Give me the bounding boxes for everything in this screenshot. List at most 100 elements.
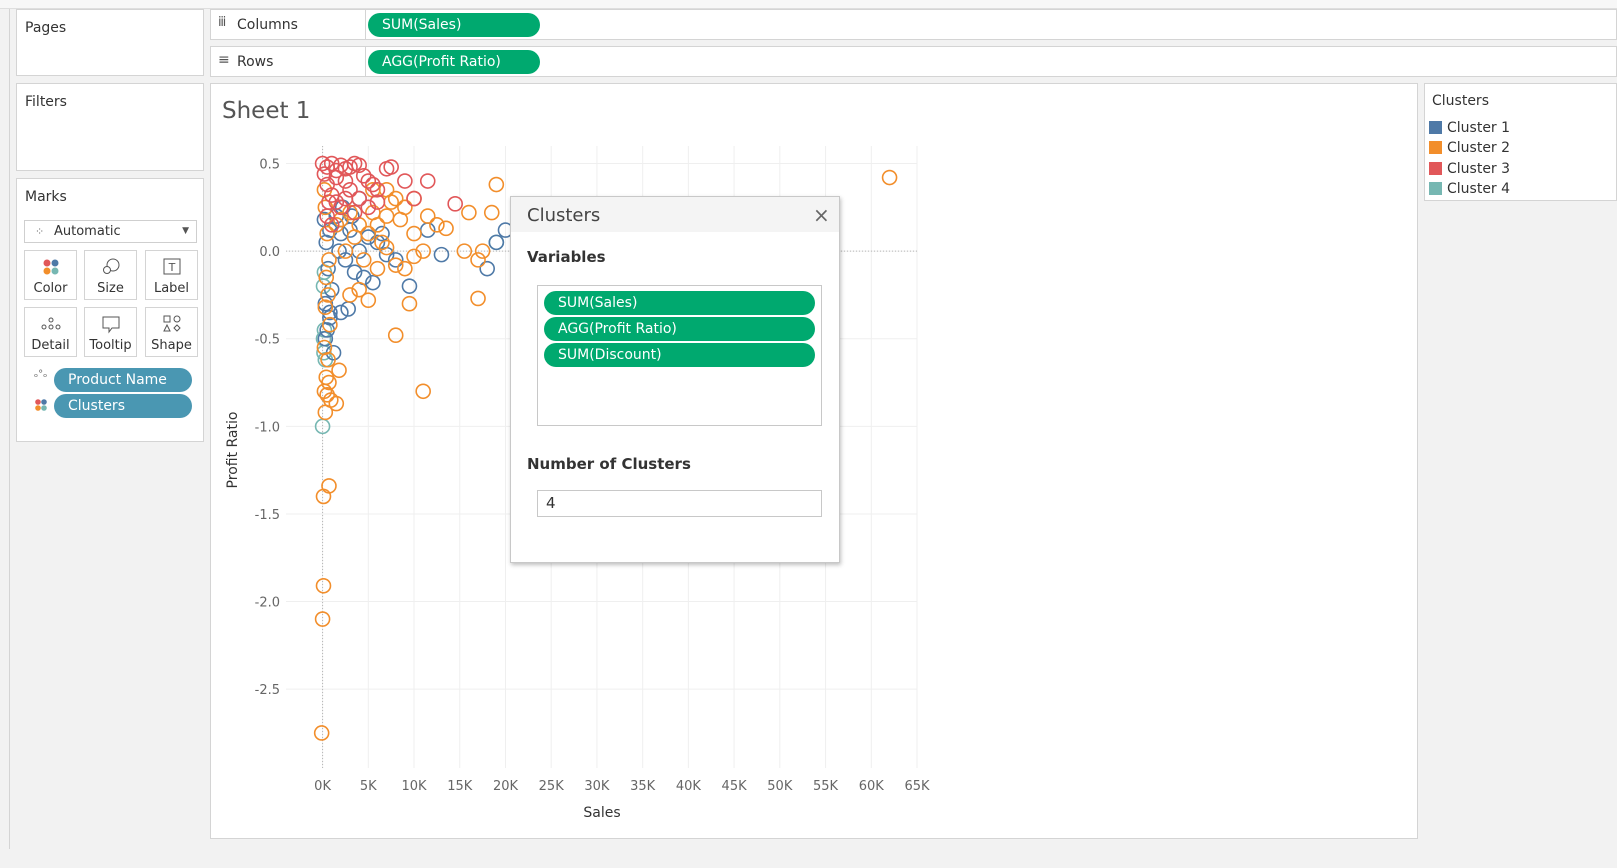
filters-label: Filters	[25, 94, 67, 110]
svg-text:T: T	[167, 261, 175, 274]
data-point	[328, 217, 345, 233]
data-point	[369, 182, 386, 198]
variables-list[interactable]: SUM(Sales) AGG(Profit Ratio) SUM(Discoun…	[537, 285, 822, 426]
color-icon	[25, 255, 76, 279]
data-point	[316, 166, 333, 182]
filters-shelf[interactable]: Filters	[16, 83, 204, 171]
marks-card: Marks ⁘ Automatic ▼ Color Size T Label D…	[16, 178, 204, 442]
data-point	[333, 304, 349, 321]
legend-item[interactable]: Cluster 3	[1429, 159, 1510, 179]
data-point	[387, 327, 404, 344]
data-point	[387, 252, 404, 268]
data-point	[397, 199, 413, 216]
data-point	[483, 204, 500, 221]
y-tick-label: -2.0	[255, 596, 280, 611]
data-point	[479, 260, 495, 277]
data-point	[360, 225, 377, 242]
data-point	[321, 374, 337, 391]
legend-title: Clusters	[1432, 93, 1489, 109]
sheet-title: Sheet 1	[222, 98, 311, 124]
number-of-clusters-label: Number of Clusters	[527, 455, 691, 473]
color-label: Color	[33, 281, 68, 296]
data-point	[355, 252, 372, 268]
data-point	[342, 287, 358, 303]
data-point	[387, 257, 404, 273]
legend-item[interactable]: Cluster 1	[1429, 118, 1510, 138]
x-tick-label: 15K	[447, 779, 473, 794]
data-point	[315, 278, 332, 294]
data-point	[331, 362, 347, 379]
legend-label: Cluster 3	[1447, 161, 1511, 177]
data-point	[346, 204, 363, 221]
product-name-pill[interactable]: Product Name	[54, 368, 192, 392]
tooltip-button[interactable]: Tooltip	[84, 307, 137, 357]
pages-label: Pages	[25, 20, 67, 36]
data-point	[314, 155, 331, 172]
data-point	[461, 204, 477, 221]
x-tick-label: 35K	[630, 779, 656, 794]
y-axis-label: Profit Ratio	[225, 412, 241, 489]
label-label: Label	[153, 281, 190, 296]
legend-item[interactable]: Cluster 2	[1429, 138, 1510, 158]
data-point	[337, 173, 354, 189]
detail-icon	[25, 312, 76, 336]
data-point	[318, 269, 335, 286]
data-point	[314, 611, 331, 627]
data-point	[328, 169, 345, 186]
data-point	[321, 478, 337, 494]
shape-button[interactable]: Shape	[145, 307, 198, 357]
y-tick-label: 0.0	[259, 245, 280, 260]
variable-pill-sum-sales[interactable]: SUM(Sales)	[544, 291, 815, 315]
data-point	[470, 290, 486, 307]
legend-item[interactable]: Cluster 4	[1429, 179, 1510, 199]
data-point	[401, 295, 418, 312]
data-point	[406, 190, 422, 207]
data-point	[351, 190, 367, 207]
points	[313, 155, 898, 741]
shape-label: Shape	[151, 338, 192, 353]
variable-pill-sum-discount[interactable]: SUM(Discount)	[544, 343, 815, 367]
legend-label: Cluster 1	[1447, 120, 1511, 136]
x-tick-label: 65K	[904, 779, 930, 794]
columns-icon: ⅲ	[218, 15, 227, 30]
tooltip-label: Tooltip	[89, 338, 132, 353]
rows-label: Rows	[237, 54, 274, 70]
data-point	[322, 316, 338, 333]
data-point	[456, 243, 473, 259]
label-button[interactable]: T Label	[145, 250, 198, 300]
sum-sales-pill[interactable]: SUM(Sales)	[368, 13, 540, 37]
mark-type-dropdown[interactable]: ⁘ Automatic ▼	[24, 220, 197, 243]
variable-pill-profit-ratio[interactable]: AGG(Profit Ratio)	[544, 317, 815, 341]
y-tick-label: 0.5	[259, 158, 280, 173]
y-tick-label: -2.5	[255, 683, 280, 698]
rows-shelf[interactable]: ≡ Rows AGG(Profit Ratio)	[210, 46, 1617, 77]
data-point	[415, 383, 431, 400]
x-tick-label: 0K	[314, 779, 331, 794]
detail-button[interactable]: Detail	[24, 307, 77, 357]
x-tick-label: 25K	[539, 779, 565, 794]
columns-shelf[interactable]: ⅲ Columns SUM(Sales)	[210, 9, 1617, 40]
data-point	[355, 167, 372, 184]
data-point	[488, 234, 505, 251]
agg-profit-ratio-pill[interactable]: AGG(Profit Ratio)	[368, 50, 540, 74]
data-point	[438, 220, 454, 237]
clusters-pill[interactable]: Clusters	[54, 394, 192, 418]
close-icon[interactable]: ×	[813, 203, 830, 227]
left-divider	[9, 9, 10, 849]
shape-icon	[146, 312, 197, 336]
scatter-chart: 0.5 0.0 -0.5 -1.0 -1.5 -2.0 -2.5 0K 5K 10K 15K 20K…	[225, 146, 930, 821]
color-button[interactable]: Color	[24, 250, 77, 300]
size-icon	[85, 255, 136, 279]
text-label-icon: T	[146, 255, 197, 279]
clusters-legend: Clusters Cluster 1 Cluster 2 Cluster 3 C…	[1424, 83, 1617, 201]
number-of-clusters-input[interactable]: 4	[537, 490, 822, 517]
tooltip-icon	[85, 312, 136, 336]
x-tick-label: 55K	[813, 779, 839, 794]
size-button[interactable]: Size	[84, 250, 137, 300]
data-point	[322, 304, 338, 321]
pages-shelf[interactable]: Pages	[16, 9, 204, 76]
x-axis-label: Sales	[583, 805, 620, 821]
data-point	[369, 260, 386, 277]
data-point	[365, 274, 381, 291]
x-tick-label: 10K	[401, 779, 427, 794]
